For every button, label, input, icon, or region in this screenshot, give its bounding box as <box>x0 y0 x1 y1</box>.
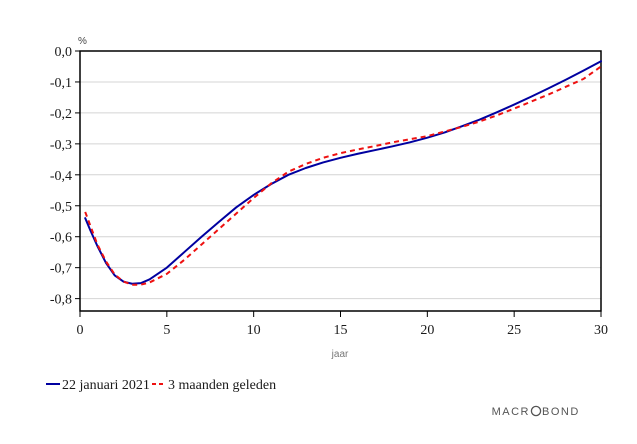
series-line-2 <box>84 65 602 286</box>
x-tick-label: 5 <box>163 323 170 338</box>
y-tick-label: 0,0 <box>55 45 73 60</box>
y-tick-label: -0,8 <box>50 293 72 308</box>
y-axis-ticks: 0,0 -0,1 -0,2 -0,3 -0,4 -0,5 -0,6 -0,7 -0,8 <box>50 45 80 308</box>
x-axis-label: jaar <box>331 349 349 360</box>
grid-lines <box>80 50 601 300</box>
brand-text-right: BOND <box>542 406 580 418</box>
x-tick-label: 15 <box>334 323 348 338</box>
y-axis-unit-label: % <box>78 36 87 47</box>
x-tick-label: 0 <box>77 323 84 338</box>
y-tick-label: -0,6 <box>50 231 72 246</box>
y-tick-label: -0,4 <box>50 169 72 184</box>
y-tick-label: -0,1 <box>50 76 72 91</box>
y-tick-label: -0,3 <box>50 138 72 153</box>
y-tick-label: -0,5 <box>50 200 72 215</box>
y-tick-label: -0,7 <box>50 262 72 277</box>
legend: 22 januari 2021 3 maanden geleden <box>46 378 276 393</box>
plot-frame <box>79 50 602 312</box>
x-axis-ticks: 0 5 10 15 20 25 30 <box>77 311 608 338</box>
macrobond-logo: MACR BOND <box>492 405 580 418</box>
brand-text-left: MACR <box>492 406 530 418</box>
x-tick-label: 30 <box>594 323 608 338</box>
legend-label-series-1: 22 januari 2021 <box>62 378 150 393</box>
brand-o-ring <box>530 405 542 417</box>
legend-label-series-2: 3 maanden geleden <box>168 378 276 393</box>
x-tick-label: 20 <box>420 323 434 338</box>
series-line-1 <box>84 60 602 285</box>
y-tick-label: -0,2 <box>50 107 72 122</box>
series-lines <box>84 60 602 286</box>
x-tick-label: 10 <box>247 323 261 338</box>
x-tick-label: 25 <box>507 323 521 338</box>
